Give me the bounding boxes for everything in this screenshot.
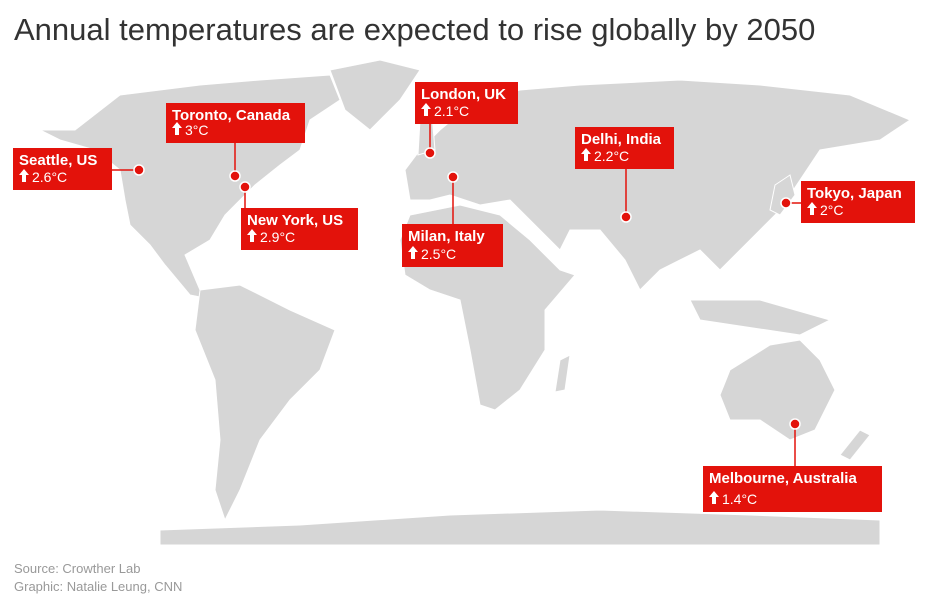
city-name: Seattle, US (19, 152, 97, 169)
temperature-change: 2.5°C (421, 246, 456, 262)
callout-box (415, 82, 518, 124)
callout-box (703, 466, 882, 512)
city-dot (447, 171, 459, 183)
city-name: Toronto, Canada (172, 107, 291, 124)
city-dot (789, 418, 801, 430)
city-name: London, UK (421, 86, 506, 103)
title: Annual temperatures are expected to rise… (14, 12, 815, 47)
up-arrow (581, 148, 591, 161)
up-arrow (172, 122, 182, 135)
city-dot (239, 181, 251, 193)
temperature-change: 2.2°C (594, 148, 629, 164)
callout-box (241, 208, 358, 250)
temperature-change: 2.6°C (32, 169, 67, 185)
credit: Graphic: Natalie Leung, CNN (14, 579, 182, 594)
city-name: Melbourne, Australia (709, 470, 857, 487)
city-dot (620, 211, 632, 223)
city-dot (424, 147, 436, 159)
callout-box (402, 224, 503, 267)
city-name: Delhi, India (581, 131, 662, 148)
source: Source: Crowther Lab (14, 561, 140, 576)
temperature-change: 2.9°C (260, 229, 295, 245)
temperature-change: 2°C (820, 202, 844, 218)
city-name: Milan, Italy (408, 228, 485, 245)
up-arrow (408, 246, 418, 259)
city-dot (133, 164, 145, 176)
temperature-change: 1.4°C (722, 491, 757, 507)
temperature-change: 2.1°C (434, 103, 469, 119)
temperature-change: 3°C (185, 122, 209, 138)
up-arrow (19, 169, 29, 182)
city-dot (780, 197, 792, 209)
up-arrow (247, 229, 257, 242)
callout-box (13, 148, 112, 190)
callout-box (801, 181, 915, 223)
callout-box (575, 127, 674, 169)
callout-box (166, 103, 305, 143)
up-arrow (807, 202, 817, 215)
up-arrow (421, 103, 431, 116)
city-name: Tokyo, Japan (807, 185, 902, 202)
up-arrow (709, 491, 719, 504)
city-dot (229, 170, 241, 182)
city-name: New York, US (247, 212, 343, 229)
